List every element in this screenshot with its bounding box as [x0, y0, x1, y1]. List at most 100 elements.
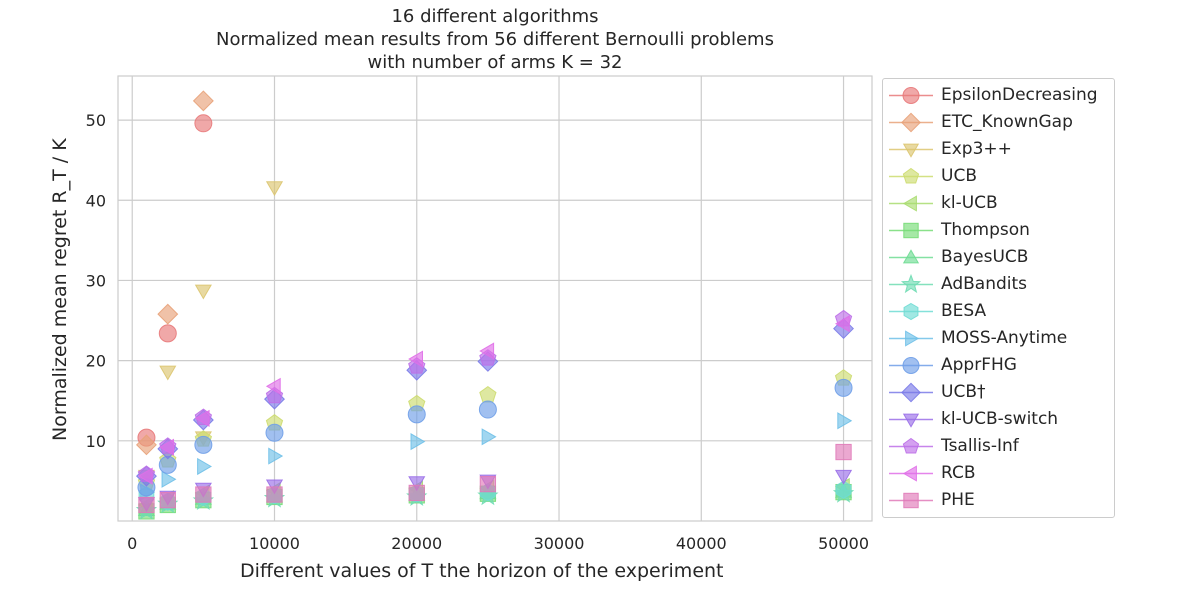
- legend-symbol: [902, 437, 920, 454]
- legend-label: MOSS-Anytime: [941, 328, 1068, 348]
- legend-item: BayesUCB: [883, 244, 1116, 271]
- legend-marker: [889, 413, 933, 428]
- x-tick-label: 30000: [534, 534, 585, 553]
- data-point: [194, 284, 212, 300]
- data-point: [159, 365, 177, 381]
- data-point: [834, 469, 853, 485]
- title-line-2: Normalized mean results from 56 differen…: [216, 29, 774, 50]
- data-point: [135, 434, 157, 456]
- legend-item: BESA: [883, 298, 1116, 325]
- data-point: [408, 476, 426, 492]
- legend-symbol: [902, 465, 917, 482]
- legend-label: Tsallis-Inf: [941, 436, 1019, 456]
- legend-label: RCB: [941, 463, 976, 483]
- data-point: [835, 443, 852, 461]
- legend-label: BESA: [941, 301, 987, 321]
- data-point: [159, 492, 176, 509]
- legend-marker: [889, 167, 933, 184]
- legend-symbol: [902, 249, 920, 264]
- series-PHE: [138, 443, 852, 514]
- legend-item: kl-UCB-switch: [883, 406, 1116, 433]
- x-tick-label: 50000: [818, 534, 869, 553]
- data-point: [268, 447, 284, 465]
- legend-marker: [889, 112, 933, 133]
- y-tick-label: 30: [86, 271, 106, 290]
- legend-item: EpsilonDecreasing: [883, 82, 1116, 109]
- legend-item: kl-UCB: [883, 190, 1116, 217]
- legend-label: UCB: [941, 166, 977, 186]
- legend-marker: [889, 357, 933, 374]
- data-point: [157, 303, 179, 325]
- x-tick-label: 10000: [249, 534, 300, 553]
- data-point: [407, 405, 426, 424]
- x-tick-label: 20000: [391, 534, 442, 553]
- legend-marker: [889, 222, 933, 239]
- data-point: [161, 470, 177, 488]
- data-point: [481, 428, 497, 446]
- data-point: [408, 350, 423, 368]
- legend-symbol: [903, 492, 919, 509]
- legend-label: Exp3++: [941, 139, 1012, 159]
- legend-item: Thompson: [883, 217, 1116, 244]
- legend-symbol: [901, 382, 921, 403]
- data-point: [408, 484, 425, 502]
- legend-item: AdBandits: [883, 271, 1116, 298]
- legend-label: AdBandits: [941, 274, 1028, 294]
- y-tick-label: 20: [86, 352, 106, 371]
- x-tick-label: 0: [127, 534, 137, 553]
- x-axis-label: Different values of T the horizon of the…: [240, 560, 724, 582]
- legend-label: ETC_KnownGap: [941, 112, 1073, 132]
- data-point: [138, 496, 155, 514]
- data-point: [834, 315, 850, 333]
- legend-marker: [889, 382, 933, 403]
- chart-legend: EpsilonDecreasing ETC_KnownGap Exp3++ UCB kl…: [882, 78, 1115, 518]
- legend-item: UCB: [883, 163, 1116, 190]
- legend-item: UCB†: [883, 379, 1116, 406]
- legend-label: ApprFHG: [941, 355, 1017, 375]
- legend-item: RCB: [883, 460, 1116, 487]
- data-point: [479, 475, 497, 493]
- legend-symbol: [902, 143, 920, 158]
- data-point: [479, 342, 495, 360]
- legend-marker: [889, 330, 933, 347]
- legend-label: UCB†: [941, 382, 986, 402]
- y-tick-label: 10: [86, 432, 106, 451]
- legend-symbol: [903, 302, 919, 321]
- legend-symbol: [902, 357, 920, 374]
- data-point: [265, 181, 284, 197]
- data-point: [158, 324, 177, 343]
- legend-label: BayesUCB: [941, 247, 1029, 267]
- legend-label: kl-UCB: [941, 193, 998, 213]
- data-point: [835, 480, 852, 499]
- y-axis-label: Normalized mean regret R_T / K: [49, 138, 71, 441]
- legend-marker: [889, 302, 933, 321]
- legend-item: Tsallis-Inf: [883, 433, 1116, 460]
- legend-marker: [889, 195, 933, 212]
- data-point: [837, 412, 853, 430]
- legend-label: Thompson: [941, 220, 1030, 240]
- data-point: [194, 114, 213, 133]
- y-tick-label: 50: [86, 111, 106, 130]
- legend-marker: [889, 87, 933, 104]
- title-line-1: 16 different algorithms: [391, 6, 599, 27]
- series-ETC_KnownGap: [135, 90, 214, 456]
- legend-marker: [889, 492, 933, 509]
- legend-label: EpsilonDecreasing: [941, 85, 1098, 105]
- data-point: [137, 467, 153, 485]
- legend-item: MOSS-Anytime: [883, 325, 1116, 352]
- series-RCB: [137, 315, 850, 485]
- data-point: [266, 486, 283, 503]
- legend-symbol: [905, 330, 920, 347]
- legend-label: kl-UCB-switch: [941, 409, 1059, 429]
- title-line-3: with number of arms K = 32: [367, 52, 623, 73]
- legend-item: ETC_KnownGap: [883, 109, 1116, 136]
- data-point: [265, 423, 284, 442]
- plot-area: [117, 75, 873, 522]
- data-point: [410, 433, 426, 451]
- data-point: [194, 435, 213, 454]
- legend-marker: [889, 465, 933, 482]
- x-tick-label: 40000: [676, 534, 727, 553]
- legend-marker: [889, 437, 933, 454]
- legend-item: Exp3++: [883, 136, 1116, 163]
